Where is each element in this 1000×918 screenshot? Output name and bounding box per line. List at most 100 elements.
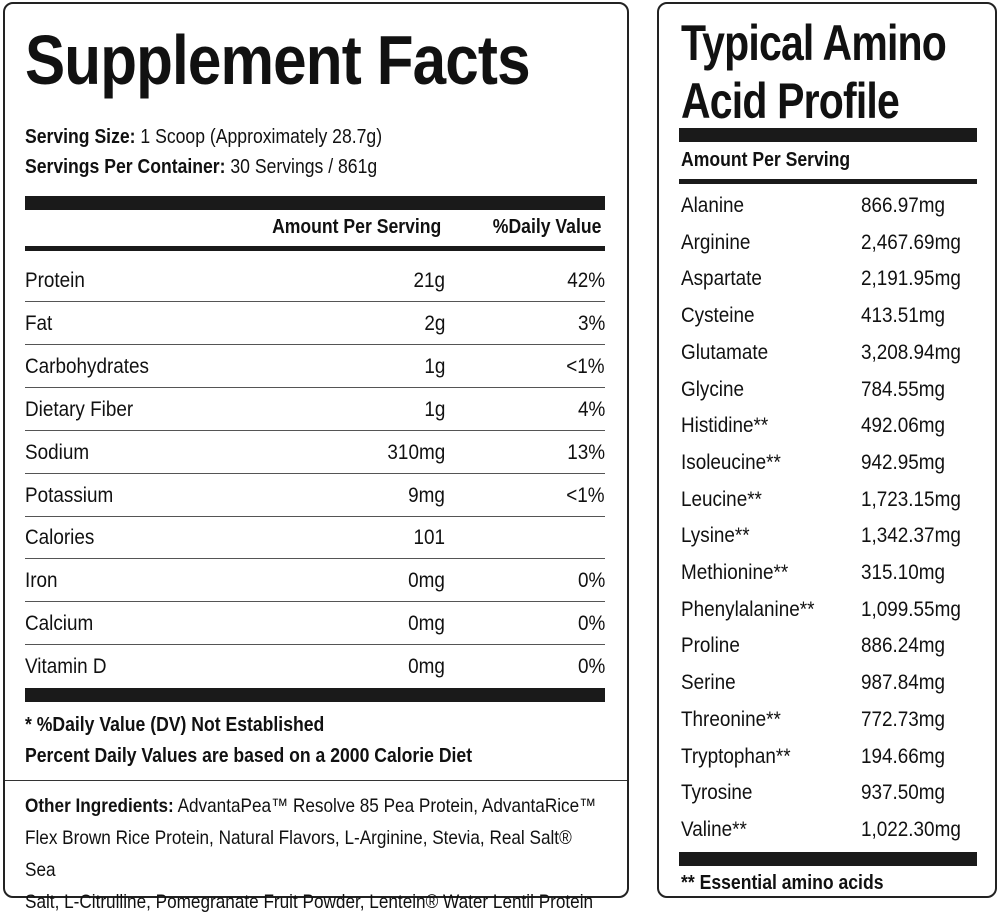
nutrient-row: Sodium 310mg 13%	[25, 431, 605, 474]
amino-name: Valine**	[681, 817, 747, 841]
amino-row: Glycine 784.55mg	[681, 372, 981, 409]
nutrient-amount: 0mg	[408, 655, 445, 679]
nutrient-name: Fat	[25, 311, 53, 335]
supplement-facts-title: Supplement Facts	[25, 21, 531, 99]
nutrient-name: Potassium	[25, 483, 114, 507]
nutrient-amount: 1g	[423, 397, 445, 421]
amino-name: Lysine**	[681, 524, 750, 548]
ingredients-divider	[5, 780, 627, 781]
serving-size-label: Serving Size:	[25, 126, 136, 148]
thick-divider-top	[25, 196, 605, 210]
row-divider	[25, 558, 605, 560]
amino-footnote: ** Essential amino acids	[681, 872, 884, 894]
amino-name: Threonine**	[681, 707, 781, 731]
supplement-facts-panel: Supplement Facts Serving Size: 1 Scoop (…	[3, 2, 629, 913]
nutrient-name: Iron	[25, 569, 58, 593]
amino-row: Tyrosine 937.50mg	[681, 775, 981, 812]
row-divider	[25, 343, 605, 345]
amino-value: 1,099.55mg	[861, 597, 961, 621]
amino-value: 194.66mg	[861, 744, 946, 768]
amino-row: Glutamate 3,208.94mg	[681, 335, 981, 372]
nutrient-row: Calcium 0mg 0%	[25, 602, 605, 646]
amino-row: Tryptophan** 194.66mg	[681, 739, 981, 776]
amino-row: Valine** 1,022.30mg	[681, 812, 981, 849]
amino-row: Proline 886.24mg	[681, 628, 981, 665]
serving-size-line: Serving Size: 1 Scoop (Approximately 28.…	[25, 126, 382, 149]
row-divider	[25, 429, 605, 431]
nutrient-name: Calories	[25, 526, 95, 550]
amino-value: 886.24mg	[861, 634, 946, 658]
nutrient-daily-value: <1%	[566, 483, 605, 507]
amino-name: Leucine**	[681, 487, 762, 511]
amino-title: Typical Amino Acid Profile	[681, 14, 947, 130]
nutrient-name: Carbohydrates	[25, 354, 149, 378]
amino-name: Aspartate	[681, 267, 762, 291]
header-amount-per-serving: Amount Per Serving	[271, 216, 441, 238]
row-divider	[25, 644, 605, 646]
amino-value: 413.51mg	[861, 304, 946, 328]
amino-value: 2,191.95mg	[861, 267, 961, 291]
ingredients-line-2: Flex Brown Rice Protein, Natural Flavors…	[25, 827, 572, 881]
serving-size-value: 1 Scoop (Approximately 28.7g)	[140, 126, 383, 148]
nutrient-amount: 310mg	[387, 440, 445, 464]
header-daily-value: %Daily Value	[492, 216, 601, 238]
thick-divider-bottom	[25, 688, 605, 702]
amino-row: Cysteine 413.51mg	[681, 298, 981, 335]
nutrient-row: Fat 2g 3%	[25, 302, 605, 345]
nutrient-name: Sodium	[25, 440, 90, 464]
amino-value: 866.97mg	[861, 194, 946, 217]
medium-divider	[25, 246, 605, 251]
amino-row: Serine 987.84mg	[681, 665, 981, 702]
nutrient-amount: 0mg	[408, 569, 445, 593]
amino-header: Amount Per Serving	[681, 149, 851, 171]
amino-row: Lysine** 1,342.37mg	[681, 518, 981, 555]
nutrient-amount: 0mg	[408, 612, 445, 636]
ingredients-line-3: Salt, L-Citrulline, Pomegranate Fruit Po…	[25, 891, 594, 913]
amino-name: Phenylalanine**	[681, 597, 815, 621]
nutrient-row: Calories 101	[25, 516, 605, 560]
nutrient-row: Vitamin D 0mg 0%	[25, 645, 605, 688]
amino-value: 315.10mg	[861, 561, 946, 584]
nutrient-row: Protein 21g 42%	[25, 259, 605, 302]
nutrient-amount: 101	[413, 526, 445, 550]
amino-name: Alanine	[681, 194, 745, 217]
amino-value: 1,723.15mg	[861, 487, 961, 511]
ingredients-label: Other Ingredients:	[25, 795, 174, 817]
amino-value: 1,022.30mg	[861, 817, 961, 841]
amino-name: Glycine	[681, 377, 745, 401]
nutrient-row: Carbohydrates 1g <1%	[25, 345, 605, 388]
row-divider	[25, 601, 605, 603]
amino-row: Aspartate 2,191.95mg	[681, 261, 981, 298]
amino-name: Histidine**	[681, 414, 769, 438]
row-divider	[25, 515, 605, 517]
nutrient-daily-value: 0%	[577, 655, 605, 679]
row-divider	[25, 386, 605, 388]
nutrient-name: Calcium	[25, 612, 94, 636]
nutrient-row: Iron 0mg 0%	[25, 559, 605, 603]
amino-name: Serine	[681, 671, 736, 695]
amino-name: Arginine	[681, 230, 751, 254]
nutrient-amount: 2g	[423, 311, 445, 335]
nutrient-row: Dietary Fiber 1g 4%	[25, 388, 605, 431]
amino-name: Isoleucine**	[681, 450, 781, 474]
amino-medium-divider	[679, 179, 977, 184]
amino-name: Methionine**	[681, 561, 789, 584]
amino-name: Cysteine	[681, 304, 755, 328]
nutrient-daily-value: 0%	[577, 612, 605, 636]
amino-row: Threonine** 772.73mg	[681, 702, 981, 739]
other-ingredients: Other Ingredients: AdvantaPea™ Resolve 8…	[25, 790, 606, 918]
amino-title-line-1: Typical Amino	[681, 15, 947, 71]
nutrient-daily-value: 0%	[577, 569, 605, 593]
amino-row: Histidine** 492.06mg	[681, 408, 981, 445]
amino-value: 784.55mg	[861, 377, 946, 401]
nutrient-amount: 1g	[423, 354, 445, 378]
servings-per-container-line: Servings Per Container: 30 Servings / 86…	[25, 156, 377, 179]
amino-value: 937.50mg	[861, 781, 946, 805]
nutrient-name: Vitamin D	[25, 655, 107, 679]
amino-name: Proline	[681, 634, 740, 658]
amino-acid-panel: Typical Amino Acid Profile Amount Per Se…	[657, 2, 997, 898]
nutrient-amount: 21g	[413, 269, 445, 292]
row-divider	[25, 472, 605, 474]
amino-value: 492.06mg	[861, 414, 946, 438]
nutrient-daily-value: 3%	[577, 311, 605, 335]
